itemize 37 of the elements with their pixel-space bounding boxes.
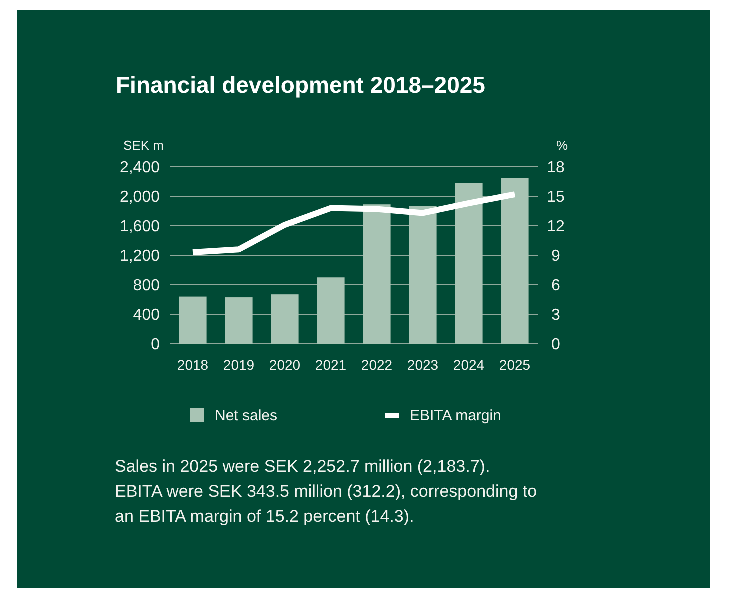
bar <box>317 278 345 344</box>
y-tick-label: 1,600 <box>120 218 160 236</box>
x-tick-label: 2025 <box>499 357 531 373</box>
legend-label: Net sales <box>215 407 278 424</box>
y2-tick-label: 12 <box>547 218 565 236</box>
text: Sales in 2025 were SEK 2,252.7 million (2,183.7). <box>115 457 490 476</box>
y2-tick-label: 9 <box>552 248 561 266</box>
y2-tick-label: 3 <box>552 307 561 324</box>
bar <box>501 178 529 344</box>
y-tick-label: 2,400 <box>120 160 160 177</box>
x-tick-label: 2018 <box>177 357 209 373</box>
y2-tick-label: 6 <box>552 278 561 295</box>
x-tick-label: 2020 <box>269 357 301 373</box>
x-tick-label: 2024 <box>453 357 485 373</box>
legend-label: EBITA margin <box>410 407 502 424</box>
y-axis-title: SEK m <box>124 138 164 153</box>
bar <box>363 204 391 344</box>
bar <box>271 294 299 344</box>
y-tick-label: 2,000 <box>120 189 160 206</box>
bar <box>179 296 207 344</box>
bar <box>409 206 437 344</box>
y-tick-label: 0 <box>151 336 160 354</box>
x-tick-label: 2021 <box>315 357 347 373</box>
x-tick-label: 2019 <box>223 357 255 373</box>
y2-tick-label: 0 <box>552 336 561 354</box>
y-tick-label: 1,200 <box>120 248 160 266</box>
y-tick-label: 800 <box>133 278 160 295</box>
text: EBITA were SEK 343.5 million (312.2), corresponding to an EBITA margin of 15.2 percent (14.3). <box>115 482 538 526</box>
chart-title: Financial development 2018–2025 <box>116 72 486 98</box>
bar <box>455 183 483 344</box>
y2-tick-label: 18 <box>547 160 565 177</box>
y2-tick-label: 15 <box>547 189 565 206</box>
bar <box>225 298 253 344</box>
x-tick-label: 2022 <box>361 357 393 373</box>
y2-axis-title: % <box>556 138 568 153</box>
x-tick-label: 2023 <box>407 357 439 373</box>
y-tick-label: 400 <box>133 307 160 324</box>
